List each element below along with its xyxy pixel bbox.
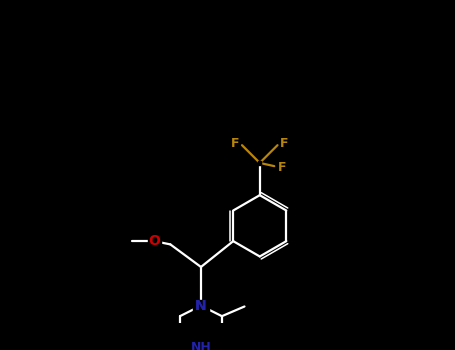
Bar — [193, 300, 209, 311]
Bar — [191, 341, 212, 350]
Text: N: N — [195, 299, 207, 313]
Text: N: N — [195, 299, 207, 313]
Bar — [194, 301, 207, 310]
Bar — [258, 161, 261, 164]
Text: NH: NH — [191, 341, 211, 350]
Text: F: F — [231, 137, 240, 150]
Text: O: O — [148, 234, 160, 248]
Bar — [148, 236, 161, 246]
Text: F: F — [280, 137, 288, 150]
Text: F: F — [278, 161, 287, 174]
